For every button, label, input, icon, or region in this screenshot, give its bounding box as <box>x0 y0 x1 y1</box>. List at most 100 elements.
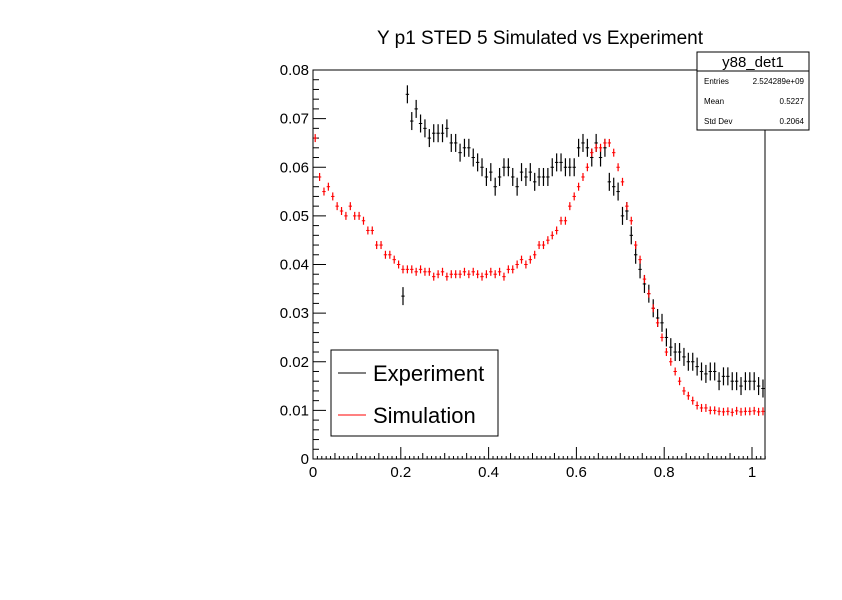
data-point <box>677 343 682 362</box>
data-point <box>568 158 572 177</box>
data-point <box>554 226 559 235</box>
data-point <box>748 407 752 416</box>
data-point <box>524 260 528 269</box>
stats-box: y88_det1 Entries 2.524289e+09 Mean 0.522… <box>696 51 810 131</box>
data-point <box>326 182 331 191</box>
data-point <box>414 99 418 118</box>
y-tick-label: 0.06 <box>280 159 309 176</box>
data-point <box>440 267 445 276</box>
data-point <box>576 138 581 157</box>
data-point <box>712 406 717 415</box>
data-point <box>686 391 691 400</box>
data-point <box>453 133 458 152</box>
data-point <box>669 357 673 366</box>
data-point <box>726 367 730 386</box>
data-point <box>524 167 528 186</box>
data-point <box>335 202 339 211</box>
data-point <box>458 143 462 162</box>
data-point <box>638 255 642 264</box>
data-point <box>594 143 598 152</box>
data-point <box>581 172 585 181</box>
data-point <box>322 187 326 196</box>
data-point <box>497 167 502 186</box>
data-point <box>620 177 625 186</box>
data-point <box>502 272 506 281</box>
data-point <box>467 138 471 157</box>
data-point <box>563 158 568 177</box>
data-point <box>607 172 612 191</box>
data-point <box>691 352 695 371</box>
data-point <box>699 403 704 412</box>
x-tick-label: 1 <box>748 464 756 481</box>
data-point <box>550 231 554 240</box>
y-tick-label: 0.04 <box>280 257 309 274</box>
data-point <box>366 226 370 235</box>
data-point <box>590 148 594 157</box>
data-point <box>511 265 515 274</box>
data-point <box>607 138 612 147</box>
data-point <box>471 267 475 276</box>
data-point <box>673 343 677 362</box>
data-point <box>348 202 353 211</box>
data-point <box>585 138 590 157</box>
data-point <box>502 158 506 177</box>
legend-label-experiment: Experiment <box>373 361 484 386</box>
data-point <box>677 377 682 386</box>
data-point <box>704 364 708 383</box>
data-point <box>519 255 524 264</box>
stats-stddev-value: 0.2064 <box>780 117 805 126</box>
legend: Experiment Simulation <box>330 349 499 437</box>
data-point <box>410 112 414 131</box>
data-point <box>739 407 743 416</box>
legend-label-simulation: Simulation <box>373 403 476 428</box>
data-point <box>357 211 361 220</box>
data-point <box>339 207 344 216</box>
data-point <box>493 270 497 279</box>
data-point <box>743 372 748 391</box>
data-point <box>440 124 445 143</box>
data-point <box>537 241 541 250</box>
data-point <box>691 396 695 405</box>
data-point <box>432 124 436 143</box>
data-point <box>537 167 541 186</box>
data-point <box>695 357 699 376</box>
data-point <box>554 153 559 172</box>
data-point <box>313 134 317 143</box>
data-point <box>427 267 432 276</box>
data-point <box>484 270 489 279</box>
data-point <box>528 255 532 264</box>
data-point <box>405 85 410 104</box>
data-point <box>682 386 686 395</box>
data-point <box>717 372 721 391</box>
data-point <box>541 167 546 186</box>
data-point <box>344 211 348 220</box>
data-point <box>756 377 761 396</box>
data-point <box>528 163 532 182</box>
data-point <box>717 407 721 416</box>
data-point <box>506 158 511 177</box>
data-point <box>752 406 756 415</box>
data-point <box>651 304 655 313</box>
data-point <box>761 379 765 398</box>
stats-mean-value: 0.5227 <box>780 97 805 106</box>
data-point <box>317 172 322 181</box>
data-point <box>673 367 677 376</box>
data-point <box>480 158 484 177</box>
data-point <box>612 177 616 196</box>
data-point <box>576 182 581 191</box>
data-point <box>704 403 708 412</box>
data-point <box>533 172 537 191</box>
data-point <box>445 119 449 138</box>
data-point <box>484 167 489 186</box>
data-point <box>647 289 651 298</box>
data-point <box>427 129 432 148</box>
y-tick-label: 0.07 <box>280 111 309 128</box>
data-point <box>734 406 739 415</box>
data-point <box>642 275 647 284</box>
x-tick-label: 0 <box>309 464 317 481</box>
stats-entries-label: Entries <box>704 77 729 86</box>
data-point <box>401 265 405 274</box>
data-point <box>629 216 633 225</box>
data-point <box>559 216 563 225</box>
data-point <box>410 265 414 274</box>
